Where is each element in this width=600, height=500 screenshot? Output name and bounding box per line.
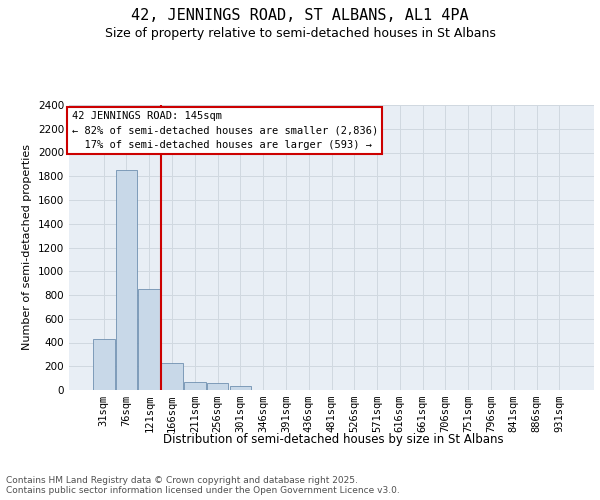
Bar	[116, 170, 137, 390]
Text: 42, JENNINGS ROAD, ST ALBANS, AL1 4PA: 42, JENNINGS ROAD, ST ALBANS, AL1 4PA	[131, 8, 469, 22]
Text: Contains HM Land Registry data © Crown copyright and database right 2025.
Contai: Contains HM Land Registry data © Crown c…	[6, 476, 400, 495]
Bar	[230, 386, 251, 390]
Text: Distribution of semi-detached houses by size in St Albans: Distribution of semi-detached houses by …	[163, 432, 503, 446]
Text: 42 JENNINGS ROAD: 145sqm
← 82% of semi-detached houses are smaller (2,836)
  17%: 42 JENNINGS ROAD: 145sqm ← 82% of semi-d…	[71, 110, 378, 150]
Bar	[161, 364, 183, 390]
Bar	[207, 384, 229, 390]
Y-axis label: Number of semi-detached properties: Number of semi-detached properties	[22, 144, 32, 350]
Bar	[93, 339, 115, 390]
Text: Size of property relative to semi-detached houses in St Albans: Size of property relative to semi-detach…	[104, 28, 496, 40]
Bar	[139, 289, 160, 390]
Bar	[184, 382, 206, 390]
